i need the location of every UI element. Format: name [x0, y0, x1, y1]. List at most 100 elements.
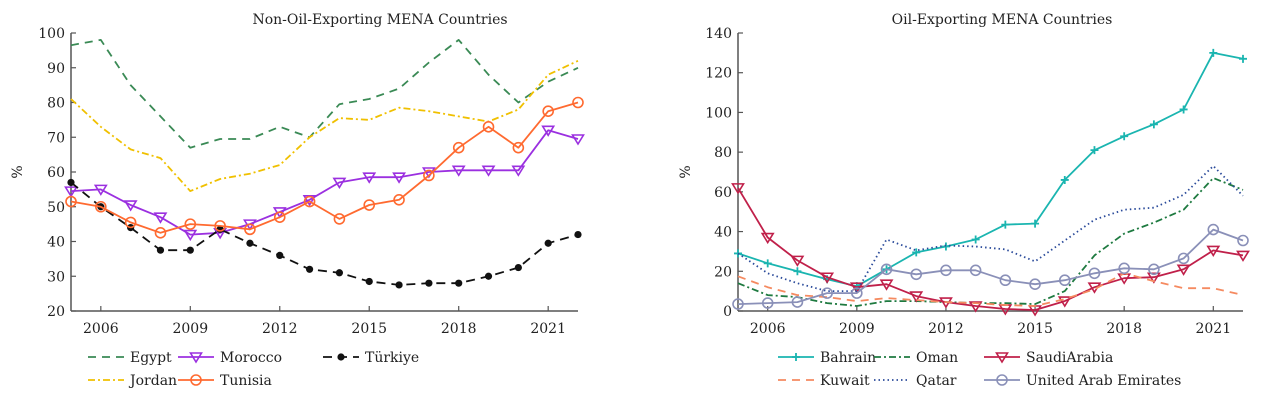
series-tunisia	[65, 96, 584, 239]
legend: Egypt Morocco Türkiye Jordan Tunisia	[88, 350, 419, 389]
series-egypt	[70, 39, 579, 149]
data-point	[183, 229, 198, 242]
legend-item: Egypt	[88, 350, 172, 366]
series-line	[737, 177, 1244, 307]
data-point	[362, 172, 377, 184]
series-bahrain	[734, 48, 1247, 291]
data-point	[511, 165, 526, 177]
data-point	[1090, 146, 1099, 155]
series-line	[70, 59, 579, 193]
legend-item: Qatar	[874, 373, 957, 389]
y-tick-label: 140	[705, 26, 732, 42]
x-tick-label: 2018	[441, 321, 477, 337]
x-tick-label: 2006	[83, 321, 119, 337]
data-point	[423, 169, 435, 182]
series-line	[737, 187, 1244, 311]
data-point	[1029, 278, 1041, 290]
series-line	[70, 129, 579, 236]
y-tick-label: 70	[47, 130, 65, 146]
series-line	[737, 52, 1244, 288]
y-tick-label: 20	[47, 304, 65, 320]
series-line	[70, 39, 579, 149]
data-point	[731, 183, 745, 195]
x-tick-label: 2009	[839, 321, 875, 337]
data-point	[1239, 54, 1247, 63]
series-saudiarabia	[731, 183, 1250, 317]
legend-marker	[337, 353, 345, 361]
legend-label: Kuwait	[820, 373, 870, 389]
data-point	[761, 297, 774, 309]
legend: Bahrain Oman SaudiArabia Kuwait Qatar United …	[778, 350, 1181, 389]
series-line	[70, 101, 579, 234]
data-point	[763, 259, 772, 268]
data-point	[1088, 267, 1101, 280]
data-point	[912, 248, 921, 257]
data-point	[186, 246, 194, 254]
legend-marker	[792, 353, 800, 361]
series-jordan	[70, 59, 579, 193]
data-point	[363, 199, 376, 211]
legend-label: Türkiye	[365, 350, 419, 366]
data-point	[452, 141, 465, 154]
data-point	[93, 184, 108, 196]
y-tick-label: 120	[705, 66, 732, 82]
data-point	[542, 105, 554, 117]
data-point	[214, 220, 226, 232]
legend-label: Morocco	[220, 350, 282, 366]
legend-label: Egypt	[130, 350, 172, 366]
chart-non-oil: Non-Oil-Exporting MENA Countries % 20 30 4…	[10, 12, 585, 389]
data-point	[1207, 223, 1220, 236]
data-point	[156, 246, 165, 254]
y-tick-label: 50	[47, 200, 65, 216]
data-point	[1118, 262, 1130, 275]
x-tick-label: 2012	[262, 321, 298, 337]
data-point	[154, 227, 167, 239]
data-point	[790, 255, 805, 267]
series-line	[737, 165, 1244, 293]
data-point	[1179, 105, 1188, 114]
legend-label: Jordan	[128, 373, 177, 389]
legend-item: Türkiye	[323, 350, 419, 366]
series-morocco	[64, 125, 585, 242]
legend-item: Kuwait	[778, 373, 870, 389]
legend-item: Oman	[874, 350, 958, 366]
y-tick-label: 40	[47, 235, 65, 251]
chart-oil: Oil-Exporting MENA Countries % 0 20 40 60 80…	[678, 12, 1250, 389]
data-point	[909, 291, 924, 303]
x-tick-label: 2021	[1195, 321, 1231, 337]
data-point	[482, 121, 495, 133]
data-point	[1177, 252, 1190, 265]
series-türkiye	[67, 178, 582, 289]
data-point	[760, 232, 775, 245]
data-point	[451, 165, 466, 177]
data-point	[1120, 132, 1129, 141]
data-point	[791, 296, 804, 308]
legend-label: Tunisia	[220, 373, 272, 389]
data-point	[95, 200, 107, 213]
data-point	[1237, 234, 1249, 247]
legend-item: Jordan	[88, 373, 177, 389]
data-point	[365, 277, 373, 286]
legend-item: SaudiArabia	[984, 350, 1113, 366]
data-point	[273, 211, 286, 223]
legend-label: Oman	[916, 350, 958, 366]
y-tick-label: 30	[47, 269, 65, 285]
data-point	[879, 279, 894, 291]
data-point	[67, 178, 75, 187]
data-point	[1001, 220, 1010, 229]
data-point	[574, 230, 582, 239]
chart-title: Oil-Exporting MENA Countries	[892, 12, 1113, 28]
data-point	[514, 263, 522, 272]
series-united-arab-emirates	[732, 223, 1249, 310]
data-point	[820, 272, 835, 284]
legend-label: Qatar	[916, 373, 957, 389]
data-point	[1236, 250, 1250, 262]
chart-title: Non-Oil-Exporting MENA Countries	[252, 12, 507, 28]
data-point	[1060, 175, 1069, 184]
series-line	[70, 181, 579, 286]
data-point	[1058, 274, 1071, 287]
legend-item: Bahrain	[778, 350, 876, 366]
data-point	[124, 216, 137, 229]
legend-marker	[996, 374, 1008, 386]
data-point	[123, 200, 138, 212]
